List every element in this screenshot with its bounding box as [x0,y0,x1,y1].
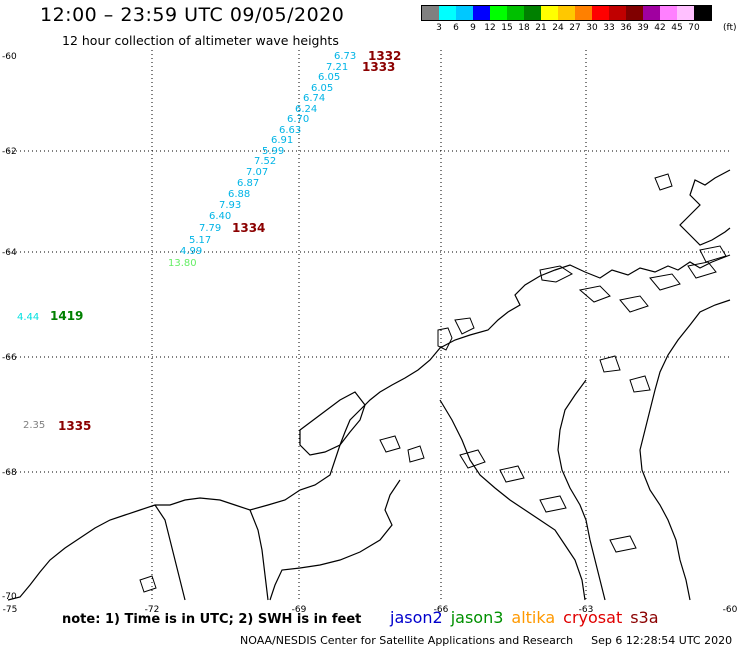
wave-height-label: 7.79 [199,223,221,234]
longitude-labels: -75 -72 -69 -66 -63 -60 [3,605,738,615]
pass-number-label: 1333 [362,60,395,74]
wave-height-label: 4.99 [180,246,202,257]
legend-swatch [558,6,575,20]
legend-swatch [507,6,524,20]
legend-tick-label: 21 [535,23,547,33]
pass-number-label: 1335 [58,419,91,433]
wave-height-label: 6.74 [303,93,325,104]
satellite-cryosat: cryosat [563,608,623,627]
coastline [7,169,731,601]
satellite-legend: jason2 jason3 altika cryosat s3a [390,608,667,627]
wave-height-label: 6.24 [295,104,317,115]
wave-height-label: 7.52 [254,156,276,167]
latitude-label: -64 [2,248,17,258]
page-title: 12:00 – 23:59 UTC 09/05/2020 [40,4,345,26]
wave-height-label: 6.05 [318,72,340,83]
satellite-jason3: jason3 [450,608,504,627]
legend-unit: (ft) [723,23,737,33]
latitude-labels: -60 -62 -64 -66 -68 -70 [2,52,17,602]
footer-note: note: 1) Time is in UTC; 2) SWH is in fe… [62,612,362,627]
longitude-label: -75 [3,605,18,615]
legend-tick-label: 45 [671,23,683,33]
satellite-jason2: jason2 [390,608,443,627]
legend-tick-label: 27 [569,23,581,33]
wave-height-label: 5.99 [262,146,284,157]
wave-height-label: 5.17 [189,235,211,246]
wave-height-label: 6.88 [228,189,250,200]
wave-height-label: 4.44 [17,312,39,323]
satellite-altika: altika [511,608,556,627]
legend-tick-label: 12 [484,23,496,33]
longitude-label: -63 [579,605,594,615]
legend-swatch [439,6,456,20]
wave-height-label: 6.63 [279,125,301,136]
wave-height-label: 7.93 [219,200,241,211]
satellite-s3a: s3a [630,608,659,627]
wave-height-label: 6.40 [209,211,231,222]
legend-swatches [421,5,712,21]
wave-height-label: 6.05 [311,83,333,94]
wave-height-label: 6.87 [237,178,259,189]
legend-tick-label: 6 [453,23,459,33]
legend-tick-label: 70 [688,23,700,33]
legend-tick-label: 3 [436,23,442,33]
legend-tick-label: 39 [637,23,649,33]
lat-lon-grid [8,50,730,600]
longitude-label: -72 [145,605,160,615]
longitude-label: -66 [434,605,449,615]
legend-tick-label: 15 [501,23,513,33]
legend-swatch [609,6,626,20]
credit-line: NOAA/NESDIS Center for Satellite Applica… [240,634,732,647]
legend-swatch [677,6,694,20]
legend-swatch [694,6,711,20]
legend-swatch [643,6,660,20]
latitude-label: -70 [2,592,17,602]
legend-tick-label: 42 [654,23,666,33]
islands [139,173,727,593]
legend-tick-label: 36 [620,23,632,33]
legend-swatch [473,6,490,20]
wave-height-label: 2.35 [23,420,45,431]
legend-tick-label: 24 [552,23,564,33]
latitude-label: -68 [2,468,17,478]
wave-height-label: 7.21 [326,62,348,73]
longitude-label: -69 [292,605,307,615]
latitude-label: -62 [2,147,17,157]
wave-height-label: 6.70 [287,114,309,125]
legend-swatch [575,6,592,20]
color-legend: 3 6 9 12 15 18 21 24 27 30 33 36 39 42 45 70 (ft) [421,5,737,33]
timestamp: Sep 6 12:28:54 UTC 2020 [591,634,733,647]
legend-swatch [456,6,473,20]
legend-swatch [626,6,643,20]
longitude-label: -60 [723,605,738,615]
credit-text: NOAA/NESDIS Center for Satellite Applica… [240,634,574,647]
legend-tick-label: 33 [603,23,615,33]
legend-swatch [592,6,609,20]
wave-height-observations: 6.737.216.056.056.746.246.706.636.915.99… [17,51,356,431]
wave-height-label: 7.07 [246,167,268,178]
legend-tick-label: 30 [586,23,598,33]
pass-number-label: 1419 [50,309,83,323]
legend-ticks: 3 6 9 12 15 18 21 24 27 30 33 36 39 42 45 70 [421,23,740,35]
latitude-label: -60 [2,52,17,62]
legend-swatch [422,6,439,20]
legend-swatch [490,6,507,20]
legend-swatch [541,6,558,20]
page-subtitle: 12 hour collection of altimeter wave hei… [62,33,339,48]
latitude-label: -66 [2,353,17,363]
wave-height-label: 6.73 [334,51,356,62]
pass-number-label: 1334 [232,221,265,235]
legend-tick-label: 9 [470,23,476,33]
legend-swatch [660,6,677,20]
legend-swatch [524,6,541,20]
legend-tick-label: 18 [518,23,530,33]
wave-height-label: 6.91 [271,135,293,146]
pass-number-label: 1332 [368,49,401,63]
wave-height-label: 13.80 [168,258,197,269]
